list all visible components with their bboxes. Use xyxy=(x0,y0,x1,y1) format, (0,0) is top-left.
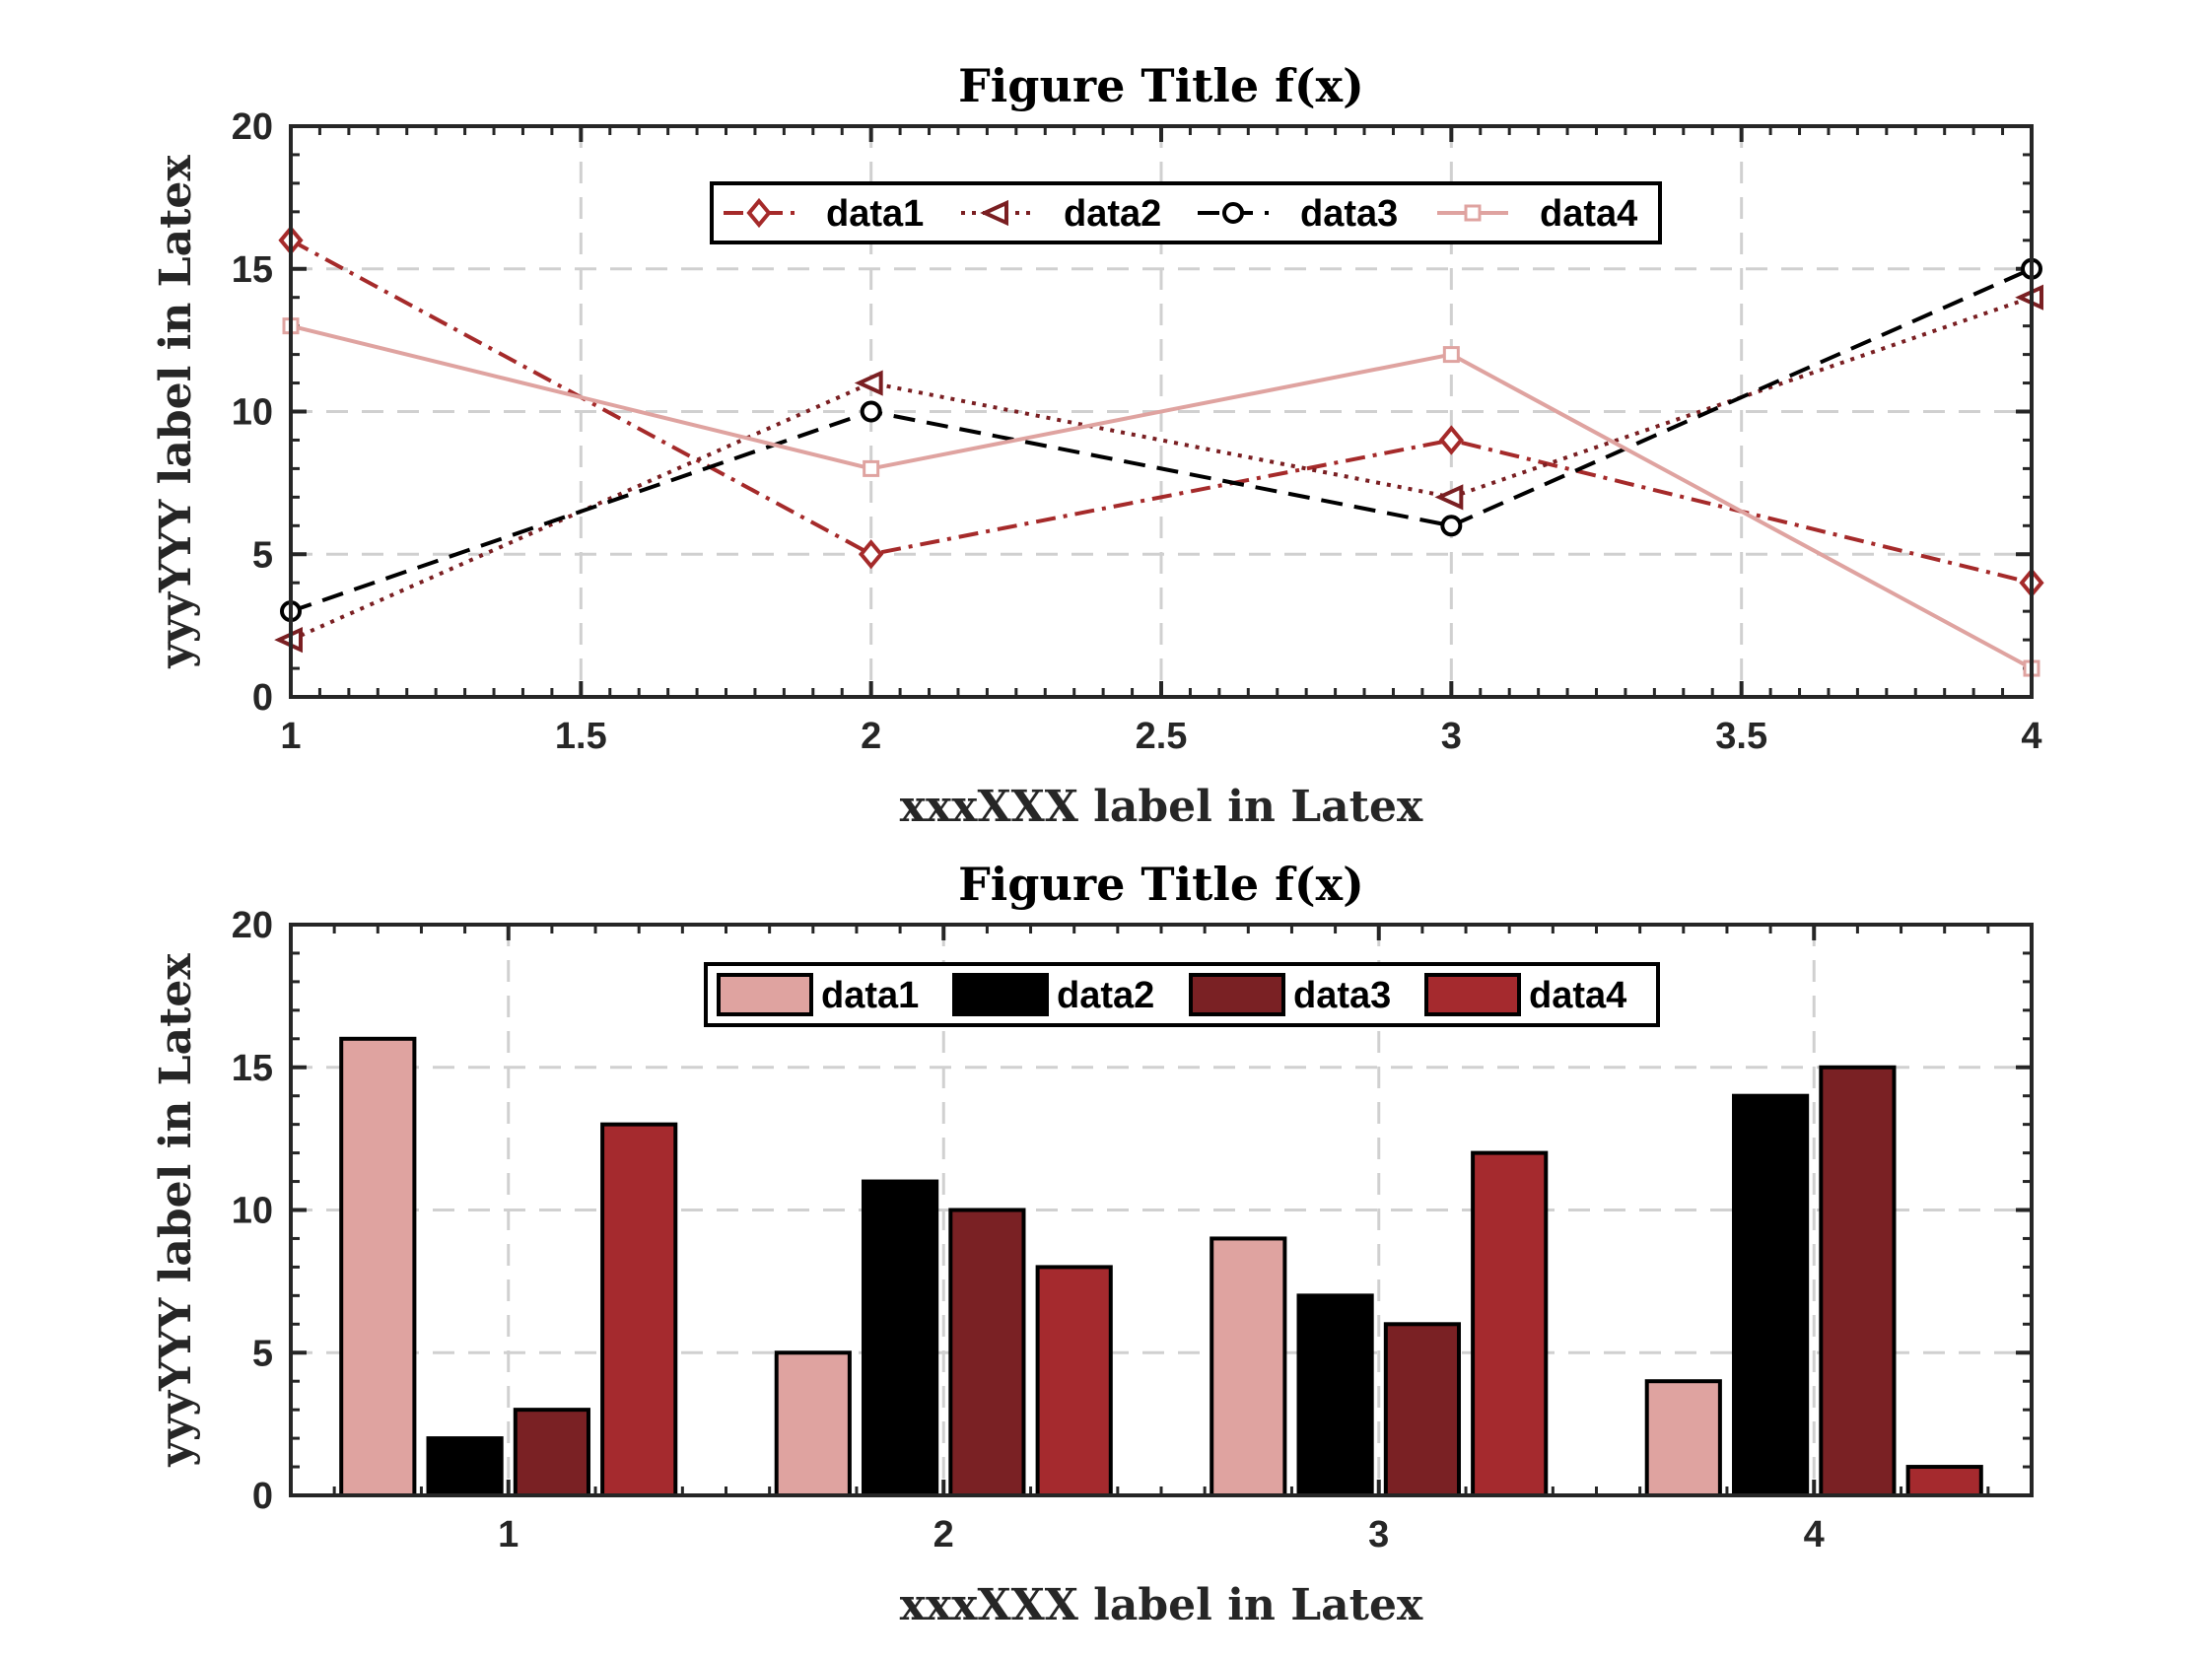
bar-data1-2 xyxy=(774,1350,852,1497)
bar-chart-x-tick-labels: 1 2 3 4 xyxy=(498,1514,1825,1555)
bar-chart-y-tick-labels: 0 5 10 15 20 xyxy=(232,905,273,1517)
x-tick-label: 3.5 xyxy=(1715,716,1767,757)
line-chart-series xyxy=(274,225,2044,677)
line-chart-y-axis-label: yyyYYY label in Latex xyxy=(151,155,201,669)
legend-swatch-data4 xyxy=(1424,973,1521,1016)
x-tick-label: 2.5 xyxy=(1136,716,1188,757)
y-tick-label: 5 xyxy=(252,1333,273,1374)
x-tick-label: 4 xyxy=(1804,1514,1825,1555)
legend-swatch-data1 xyxy=(717,973,813,1016)
bar-data2-3 xyxy=(1296,1293,1374,1497)
bar-chart-bars xyxy=(339,1036,1983,1498)
legend-label-data2: data2 xyxy=(1057,975,1154,1016)
line-chart-x-axis-label: xxxXXX label in Latex xyxy=(900,782,1423,832)
bar-chart-x-axis-label: xxxXXX label in Latex xyxy=(900,1580,1423,1630)
bar-data2-1 xyxy=(426,1436,504,1497)
x-tick-label: 1.5 xyxy=(555,716,607,757)
square-marker xyxy=(1464,204,1482,222)
x-tick-label: 2 xyxy=(861,716,881,757)
bar-chart: 1 2 3 4 0 5 10 15 20 Figure Title f(x) xxxXXX l… xyxy=(151,858,2034,1630)
triangle-left-marker xyxy=(854,370,883,396)
legend-label-data1: data1 xyxy=(821,975,919,1016)
diamond-marker xyxy=(1438,425,1464,455)
legend-label-data4: data4 xyxy=(1540,193,1637,235)
bar-data3-2 xyxy=(948,1208,1026,1497)
bar-data1-4 xyxy=(1644,1379,1722,1497)
bar-data1-1 xyxy=(339,1036,417,1498)
x-tick-label: 2 xyxy=(933,1514,954,1555)
square-marker xyxy=(863,459,880,477)
bar-chart-title: Figure Title f(x) xyxy=(958,858,1364,911)
legend-label-data3: data3 xyxy=(1293,975,1391,1016)
line-chart-legend: data1 data2 data3 data4 xyxy=(710,181,1662,244)
x-tick-label: 1 xyxy=(498,1514,518,1555)
x-tick-label: 4 xyxy=(2021,716,2041,757)
bar-chart-axes-frame xyxy=(289,923,2034,1497)
bar-chart-y-axis-label: yyyYYY label in Latex xyxy=(151,953,201,1468)
x-tick-label: 3 xyxy=(1441,716,1462,757)
line-chart-y-tick-labels: 0 5 10 15 20 xyxy=(232,106,273,719)
bar-data4-3 xyxy=(1471,1150,1549,1497)
bar-data3-4 xyxy=(1819,1065,1897,1497)
bar-data4-1 xyxy=(600,1122,678,1498)
diamond-marker xyxy=(746,197,772,229)
circle-marker xyxy=(860,400,882,423)
diamond-marker xyxy=(859,539,884,570)
y-tick-label: 20 xyxy=(232,106,273,148)
y-tick-label: 20 xyxy=(232,905,273,946)
series-line-data4 xyxy=(290,323,2033,670)
x-tick-label: 3 xyxy=(1368,1514,1389,1555)
legend-label-data2: data2 xyxy=(1064,193,1161,235)
legend-label-data1: data1 xyxy=(826,193,924,235)
bar-data4-2 xyxy=(1035,1265,1113,1498)
legend-label-data4: data4 xyxy=(1529,975,1626,1016)
bar-chart-grid xyxy=(291,925,2032,1495)
series-line-data3 xyxy=(290,266,2033,614)
line-chart-x-tick-labels: 1 1.5 2 2.5 3 3.5 4 xyxy=(280,716,2041,757)
y-tick-label: 10 xyxy=(232,1191,273,1232)
triangle-left-marker xyxy=(980,199,1008,227)
y-tick-label: 10 xyxy=(232,392,273,434)
square-marker xyxy=(1442,346,1460,364)
circle-marker xyxy=(1222,202,1244,224)
bar-data3-3 xyxy=(1383,1322,1461,1498)
line-chart: 1 1.5 2 2.5 3 3.5 4 0 5 10 15 20 Figure Title f(x)… xyxy=(151,59,2044,832)
y-tick-label: 0 xyxy=(252,1476,273,1517)
bar-data4-4 xyxy=(1905,1465,1983,1498)
series-data4 xyxy=(282,317,2040,677)
y-tick-label: 15 xyxy=(232,1048,273,1089)
bar-data2-4 xyxy=(1732,1093,1810,1497)
y-tick-label: 15 xyxy=(232,249,273,291)
bar-data1-3 xyxy=(1210,1236,1287,1497)
line-chart-axes-frame xyxy=(289,124,2034,699)
bar-data2-2 xyxy=(862,1179,939,1498)
y-tick-label: 0 xyxy=(252,677,273,719)
legend-label-data3: data3 xyxy=(1300,193,1398,235)
bar-data3-1 xyxy=(513,1408,590,1498)
y-tick-label: 5 xyxy=(252,534,273,576)
x-tick-label: 1 xyxy=(280,716,301,757)
triangle-left-marker xyxy=(1434,484,1464,511)
circle-marker xyxy=(1440,515,1463,537)
legend-swatch-data2 xyxy=(952,973,1049,1016)
bar-chart-legend: data1 data2 data3 data4 xyxy=(704,962,1660,1027)
line-chart-title: Figure Title f(x) xyxy=(958,59,1364,112)
legend-swatch-data3 xyxy=(1189,973,1285,1016)
